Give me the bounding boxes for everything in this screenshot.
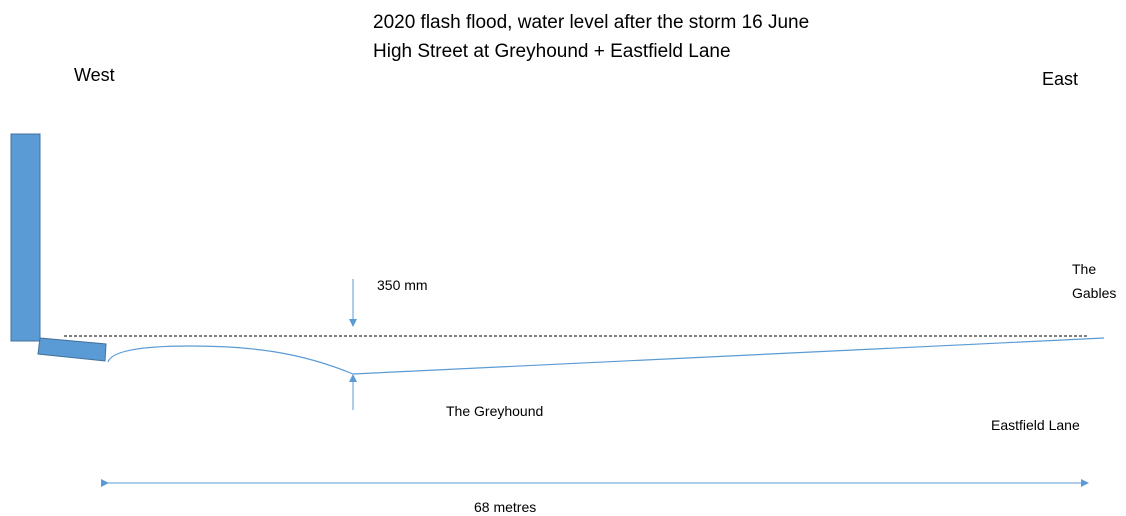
gables-label-line-1: The — [1072, 261, 1096, 277]
diagram-title-line-1: 2020 flash flood, water level after the … — [373, 12, 809, 33]
depth-label: 350 mm — [377, 277, 428, 293]
east-label: East — [1042, 69, 1078, 89]
distance-label: 68 metres — [474, 499, 536, 515]
eastfield-lane-label: Eastfield Lane — [991, 417, 1080, 433]
greyhound-label: The Greyhound — [446, 403, 543, 419]
west-building-wall — [10, 133, 41, 342]
west-label: West — [74, 65, 115, 85]
diagram-title-line-2: High Street at Greyhound + Eastfield Lan… — [373, 41, 731, 62]
road-profile-line — [107, 337, 1105, 375]
west-building-step — [37, 337, 107, 362]
gables-label-line-2: Gables — [1072, 285, 1116, 301]
